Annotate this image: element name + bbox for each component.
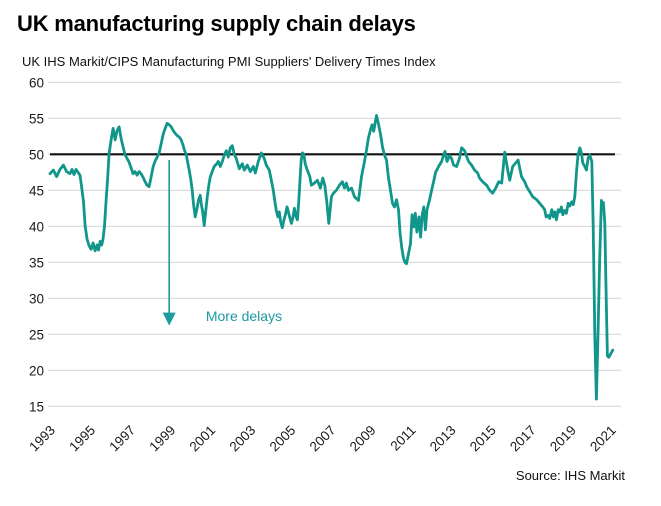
x-tick-2001: 2001 bbox=[187, 423, 219, 455]
y-tick-45: 45 bbox=[29, 183, 44, 198]
x-tick-1995: 1995 bbox=[66, 423, 98, 455]
page-title: UK manufacturing supply chain delays bbox=[17, 11, 416, 36]
more-delays-annotation: More delays bbox=[162, 160, 282, 326]
y-tick-60: 60 bbox=[29, 75, 44, 90]
y-tick-55: 55 bbox=[29, 111, 44, 126]
x-tick-1997: 1997 bbox=[106, 423, 138, 455]
y-tick-15: 15 bbox=[29, 399, 44, 414]
source-credit: Source: IHS Markit bbox=[515, 468, 625, 483]
x-tick-1999: 1999 bbox=[146, 423, 178, 455]
down-arrow-icon bbox=[162, 312, 176, 326]
delivery-times-index-line bbox=[48, 114, 615, 401]
x-tick-2015: 2015 bbox=[467, 423, 499, 455]
x-tick-1993: 1993 bbox=[26, 423, 58, 455]
x-axis-labels: 1993 1995 1997 1999 2001 2003 2005 2007 2009 2011… bbox=[26, 423, 619, 455]
x-tick-2005: 2005 bbox=[267, 423, 299, 455]
x-tick-2013: 2013 bbox=[427, 423, 459, 455]
x-tick-2011: 2011 bbox=[388, 423, 419, 454]
y-tick-50: 50 bbox=[29, 147, 44, 162]
annotation-label: More delays bbox=[206, 308, 282, 324]
x-tick-2019: 2019 bbox=[547, 423, 579, 455]
y-tick-25: 25 bbox=[29, 327, 44, 342]
y-tick-35: 35 bbox=[29, 255, 44, 270]
x-tick-2007: 2007 bbox=[307, 423, 339, 455]
x-tick-2009: 2009 bbox=[347, 423, 379, 455]
x-tick-2021: 2021 bbox=[587, 423, 619, 455]
chart-subtitle: UK IHS Markit/CIPS Manufacturing PMI Sup… bbox=[22, 54, 436, 69]
y-axis-labels: 60 55 50 45 40 35 30 25 20 15 bbox=[29, 75, 44, 414]
x-tick-2003: 2003 bbox=[227, 423, 259, 455]
x-tick-2017: 2017 bbox=[507, 423, 539, 455]
y-tick-20: 20 bbox=[29, 363, 44, 378]
y-tick-40: 40 bbox=[29, 219, 44, 234]
gridlines bbox=[48, 81, 621, 407]
y-tick-30: 30 bbox=[29, 291, 44, 306]
